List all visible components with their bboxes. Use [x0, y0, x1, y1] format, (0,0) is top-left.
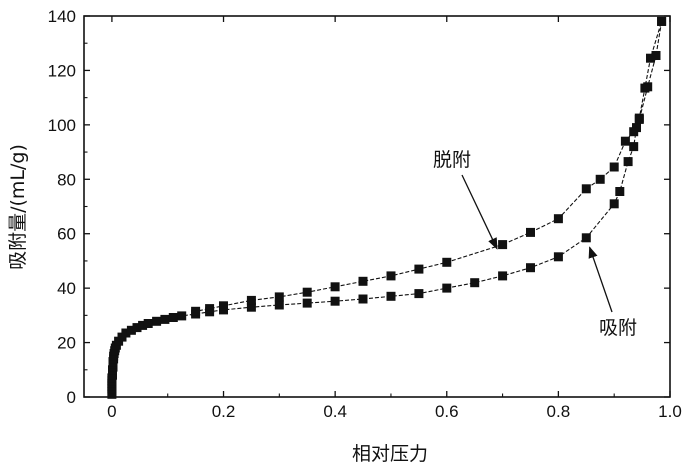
- point-desorption: [330, 282, 340, 292]
- point-adsorption: [623, 157, 633, 167]
- point-adsorption: [168, 313, 178, 322]
- point-adsorption: [629, 142, 639, 152]
- point-desorption: [657, 16, 667, 26]
- axes: [83, 15, 671, 398]
- point-desorption: [386, 271, 396, 281]
- point-adsorption: [646, 53, 655, 63]
- series-line-desorption: [195, 21, 663, 312]
- x-tick-label: 0.2: [212, 402, 236, 421]
- x-axis-label: 相对压力: [352, 443, 428, 465]
- point-adsorption: [553, 252, 563, 262]
- point-desorption: [629, 127, 639, 137]
- x-tick-label: 0.4: [323, 402, 347, 421]
- point-adsorption: [126, 325, 136, 335]
- point-adsorption: [121, 328, 131, 338]
- point-adsorption: [470, 278, 480, 288]
- y-tick-label: 0: [67, 388, 76, 407]
- point-adsorption: [498, 271, 508, 281]
- point-adsorption: [442, 283, 452, 293]
- plot-frame: [83, 15, 671, 398]
- point-adsorption: [138, 320, 148, 330]
- x-tick-label: 0: [107, 402, 116, 421]
- point-adsorption: [330, 296, 340, 306]
- point-adsorption: [302, 298, 312, 308]
- point-desorption: [634, 114, 644, 124]
- y-tick-label: 20: [57, 334, 76, 353]
- y-tick-label: 80: [57, 170, 76, 189]
- y-axis-label: 吸附量/(mL/g): [7, 144, 29, 270]
- point-desorption: [302, 287, 312, 297]
- point-desorption: [358, 276, 368, 286]
- annotation-adsorption-label: 吸附: [599, 317, 637, 339]
- series-group: [107, 16, 667, 399]
- point-desorption: [609, 162, 619, 172]
- point-adsorption: [143, 319, 153, 328]
- point-desorption: [414, 264, 424, 274]
- y-tick-label: 140: [48, 7, 76, 26]
- annotations: 脱附 吸附: [433, 149, 637, 339]
- annotation-desorption-label: 脱附: [433, 149, 471, 171]
- annotation-adsorption-arrow: [588, 246, 613, 313]
- point-desorption: [651, 51, 661, 60]
- point-adsorption: [358, 294, 368, 304]
- point-adsorption: [160, 314, 170, 324]
- point-desorption: [442, 257, 452, 267]
- point-desorption: [553, 214, 563, 224]
- point-desorption: [246, 295, 256, 305]
- point-desorption: [274, 292, 284, 302]
- point-adsorption: [414, 289, 424, 299]
- point-desorption: [191, 306, 201, 316]
- y-tick-label: 40: [57, 279, 76, 298]
- point-desorption: [498, 240, 508, 250]
- point-adsorption: [609, 199, 619, 209]
- x-tick-label: 1.0: [658, 402, 682, 421]
- point-adsorption: [386, 291, 396, 301]
- point-desorption: [219, 301, 228, 311]
- y-tick-label: 60: [57, 225, 76, 244]
- point-adsorption: [581, 233, 591, 243]
- point-desorption: [620, 136, 630, 146]
- point-desorption: [581, 184, 591, 194]
- point-desorption: [595, 174, 605, 184]
- y-tick-label: 100: [48, 116, 76, 135]
- point-adsorption: [615, 187, 625, 196]
- point-adsorption: [132, 323, 142, 333]
- x-tick-label: 0.6: [435, 402, 459, 421]
- point-desorption: [526, 227, 535, 237]
- series-line-adsorption: [111, 21, 663, 395]
- point-desorption: [643, 82, 653, 92]
- x-tick-label: 0.8: [547, 402, 571, 421]
- point-adsorption: [177, 311, 187, 321]
- ticks: 0 0.2 0.4 0.6 0.8 1.0 0 20 40 60 80 100 120 140: [48, 7, 682, 421]
- point-desorption: [205, 304, 215, 314]
- point-adsorption: [274, 300, 284, 310]
- point-adsorption: [246, 302, 256, 312]
- point-adsorption: [152, 316, 162, 326]
- point-adsorption: [526, 263, 535, 273]
- annotation-desorption-arrow: [461, 174, 498, 250]
- y-tick-label: 120: [48, 61, 76, 80]
